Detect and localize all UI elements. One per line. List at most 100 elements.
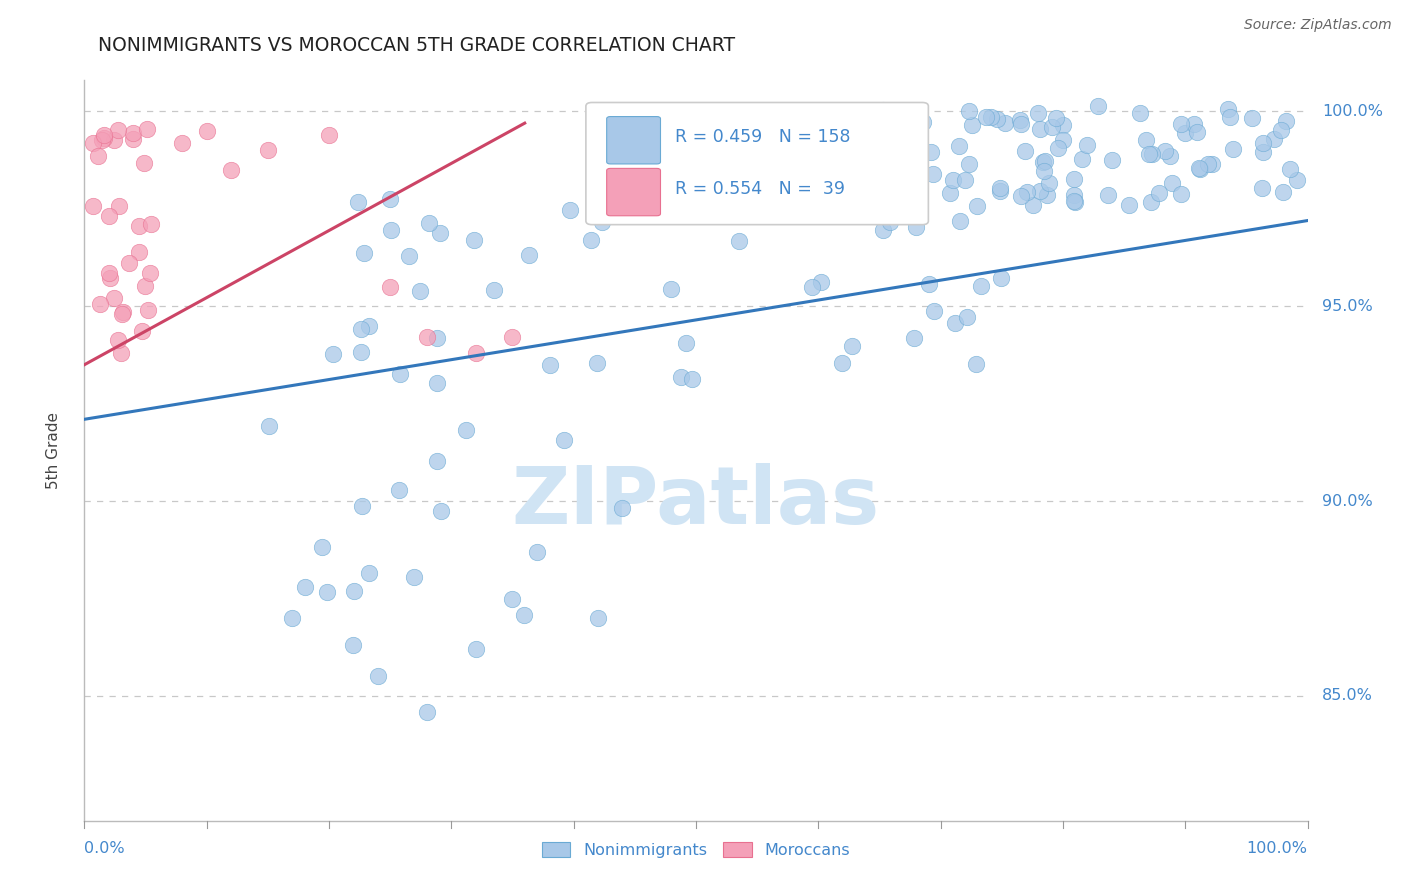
Point	[118, 256, 141, 270]
Point	[1022, 197, 1045, 211]
Point	[416, 705, 439, 719]
Point	[839, 157, 862, 171]
Point	[404, 570, 426, 584]
Point	[911, 115, 934, 129]
Point	[482, 283, 505, 297]
Text: 5th Grade: 5th Grade	[46, 412, 62, 489]
Point	[1033, 153, 1056, 168]
Point	[357, 319, 380, 334]
Point	[1045, 111, 1067, 125]
Point	[810, 275, 832, 289]
Point	[875, 137, 897, 152]
Point	[103, 133, 125, 147]
Point	[1218, 102, 1240, 116]
Point	[464, 642, 486, 657]
Point	[322, 347, 344, 361]
Point	[464, 346, 486, 360]
Point	[1188, 161, 1211, 175]
Point	[357, 566, 380, 580]
Point	[519, 248, 541, 262]
Point	[1263, 132, 1285, 146]
Point	[728, 234, 751, 248]
Point	[1063, 188, 1085, 202]
FancyBboxPatch shape	[606, 117, 661, 164]
Text: 0.0%: 0.0%	[84, 841, 125, 856]
Point	[1063, 172, 1085, 186]
Point	[1187, 124, 1209, 138]
FancyBboxPatch shape	[606, 169, 661, 216]
Point	[1253, 145, 1275, 160]
Point	[513, 608, 536, 623]
Point	[1118, 198, 1140, 212]
Text: R = 0.459   N = 158: R = 0.459 N = 158	[675, 128, 851, 146]
Point	[93, 128, 115, 142]
Point	[97, 209, 120, 223]
Text: 90.0%: 90.0%	[1322, 493, 1374, 508]
Point	[112, 304, 135, 318]
Point	[128, 219, 150, 234]
Point	[107, 199, 129, 213]
Point	[463, 233, 485, 247]
Point	[195, 124, 218, 138]
Point	[259, 418, 281, 433]
Point	[1010, 117, 1032, 131]
Point	[922, 167, 945, 181]
Point	[1047, 141, 1070, 155]
Point	[960, 118, 983, 132]
Point	[418, 216, 440, 230]
Point	[131, 324, 153, 338]
Point	[1170, 187, 1192, 202]
Point	[135, 121, 157, 136]
Point	[675, 335, 697, 350]
Point	[380, 223, 402, 237]
Point	[426, 376, 449, 390]
Point	[526, 545, 548, 559]
Point	[1076, 137, 1098, 152]
Point	[1101, 153, 1123, 168]
Point	[1159, 149, 1181, 163]
Point	[353, 245, 375, 260]
Point	[841, 339, 863, 353]
Point	[842, 127, 865, 141]
Text: R = 0.554   N =  39: R = 0.554 N = 39	[675, 180, 845, 198]
Point	[918, 277, 941, 292]
Text: NONIMMIGRANTS VS MOROCCAN 5TH GRADE CORRELATION CHART: NONIMMIGRANTS VS MOROCCAN 5TH GRADE CORR…	[98, 36, 735, 54]
Point	[1052, 118, 1074, 132]
Point	[257, 144, 280, 158]
Point	[1010, 189, 1032, 203]
Point	[103, 291, 125, 305]
Point	[1270, 122, 1292, 136]
Point	[1052, 132, 1074, 146]
Point	[111, 307, 134, 321]
Point	[920, 145, 942, 159]
Point	[90, 133, 112, 147]
Point	[872, 223, 894, 237]
Text: 85.0%: 85.0%	[1322, 689, 1374, 704]
Text: ZIPatlas: ZIPatlas	[512, 463, 880, 541]
Point	[398, 249, 420, 263]
Point	[380, 280, 402, 294]
Point	[1201, 157, 1223, 171]
Point	[907, 178, 929, 193]
Point	[831, 356, 853, 370]
Point	[1182, 117, 1205, 131]
Point	[1097, 187, 1119, 202]
Legend: Nonimmigrants, Moroccans: Nonimmigrants, Moroccans	[536, 836, 856, 864]
Point	[350, 322, 373, 336]
Point	[1154, 144, 1177, 158]
Point	[1139, 194, 1161, 209]
Point	[347, 194, 370, 209]
Point	[1251, 136, 1274, 150]
Point	[904, 219, 927, 234]
Point	[872, 114, 894, 128]
Text: 95.0%: 95.0%	[1322, 299, 1374, 314]
Point	[807, 197, 830, 211]
Point	[903, 331, 925, 345]
Point	[315, 585, 337, 599]
Text: Source: ZipAtlas.com: Source: ZipAtlas.com	[1244, 18, 1392, 32]
Point	[1197, 157, 1219, 171]
FancyBboxPatch shape	[586, 103, 928, 225]
Point	[879, 215, 901, 229]
Point	[349, 345, 371, 359]
Point	[100, 271, 122, 285]
